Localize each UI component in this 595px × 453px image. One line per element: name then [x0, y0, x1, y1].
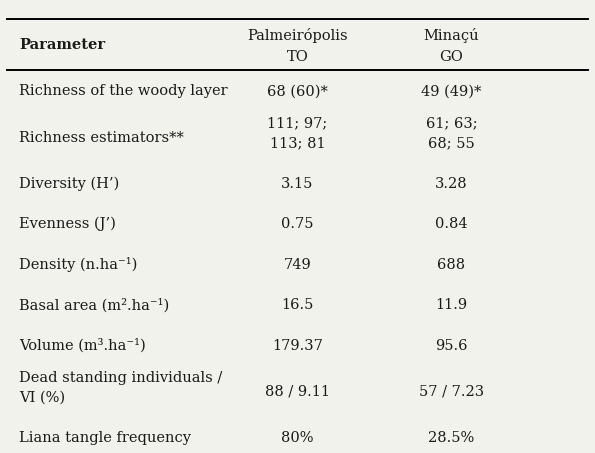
Text: 0.75: 0.75 [281, 217, 314, 231]
Text: 68; 55: 68; 55 [428, 136, 475, 150]
Text: 68 (60)*: 68 (60)* [267, 84, 328, 98]
Text: 3.28: 3.28 [435, 177, 468, 191]
Text: 179.37: 179.37 [272, 339, 323, 353]
Text: Density (n.ha⁻¹): Density (n.ha⁻¹) [19, 257, 137, 272]
Text: 95.6: 95.6 [435, 339, 468, 353]
Text: Dead standing individuals /: Dead standing individuals / [19, 371, 223, 385]
Text: 113; 81: 113; 81 [270, 136, 325, 150]
Text: TO: TO [287, 50, 308, 64]
Text: GO: GO [440, 50, 464, 64]
Text: 28.5%: 28.5% [428, 431, 475, 445]
Text: Minaçú: Minaçú [424, 29, 480, 43]
Text: Basal area (m².ha⁻¹): Basal area (m².ha⁻¹) [19, 298, 170, 313]
Text: 80%: 80% [281, 431, 314, 445]
Text: 57 / 7.23: 57 / 7.23 [419, 385, 484, 399]
Text: 0.84: 0.84 [435, 217, 468, 231]
Text: Liana tangle frequency: Liana tangle frequency [19, 431, 191, 445]
Text: 88 / 9.11: 88 / 9.11 [265, 385, 330, 399]
Text: Diversity (H’): Diversity (H’) [19, 177, 120, 191]
Text: 111; 97;: 111; 97; [267, 116, 328, 130]
Text: VI (%): VI (%) [19, 390, 65, 405]
Text: 49 (49)*: 49 (49)* [421, 84, 482, 98]
Text: 3.15: 3.15 [281, 177, 314, 191]
Text: 11.9: 11.9 [436, 298, 468, 312]
Text: 688: 688 [437, 258, 465, 272]
Text: 749: 749 [284, 258, 311, 272]
Text: Richness of the woody layer: Richness of the woody layer [19, 84, 228, 98]
Text: 61; 63;: 61; 63; [425, 116, 477, 130]
Text: Volume (m³.ha⁻¹): Volume (m³.ha⁻¹) [19, 339, 146, 353]
Text: Parameter: Parameter [19, 39, 105, 52]
Text: 16.5: 16.5 [281, 298, 314, 312]
Text: Richness estimators**: Richness estimators** [19, 130, 184, 145]
Text: Palmeirópolis: Palmeirópolis [247, 29, 348, 43]
Text: Evenness (J’): Evenness (J’) [19, 217, 116, 231]
